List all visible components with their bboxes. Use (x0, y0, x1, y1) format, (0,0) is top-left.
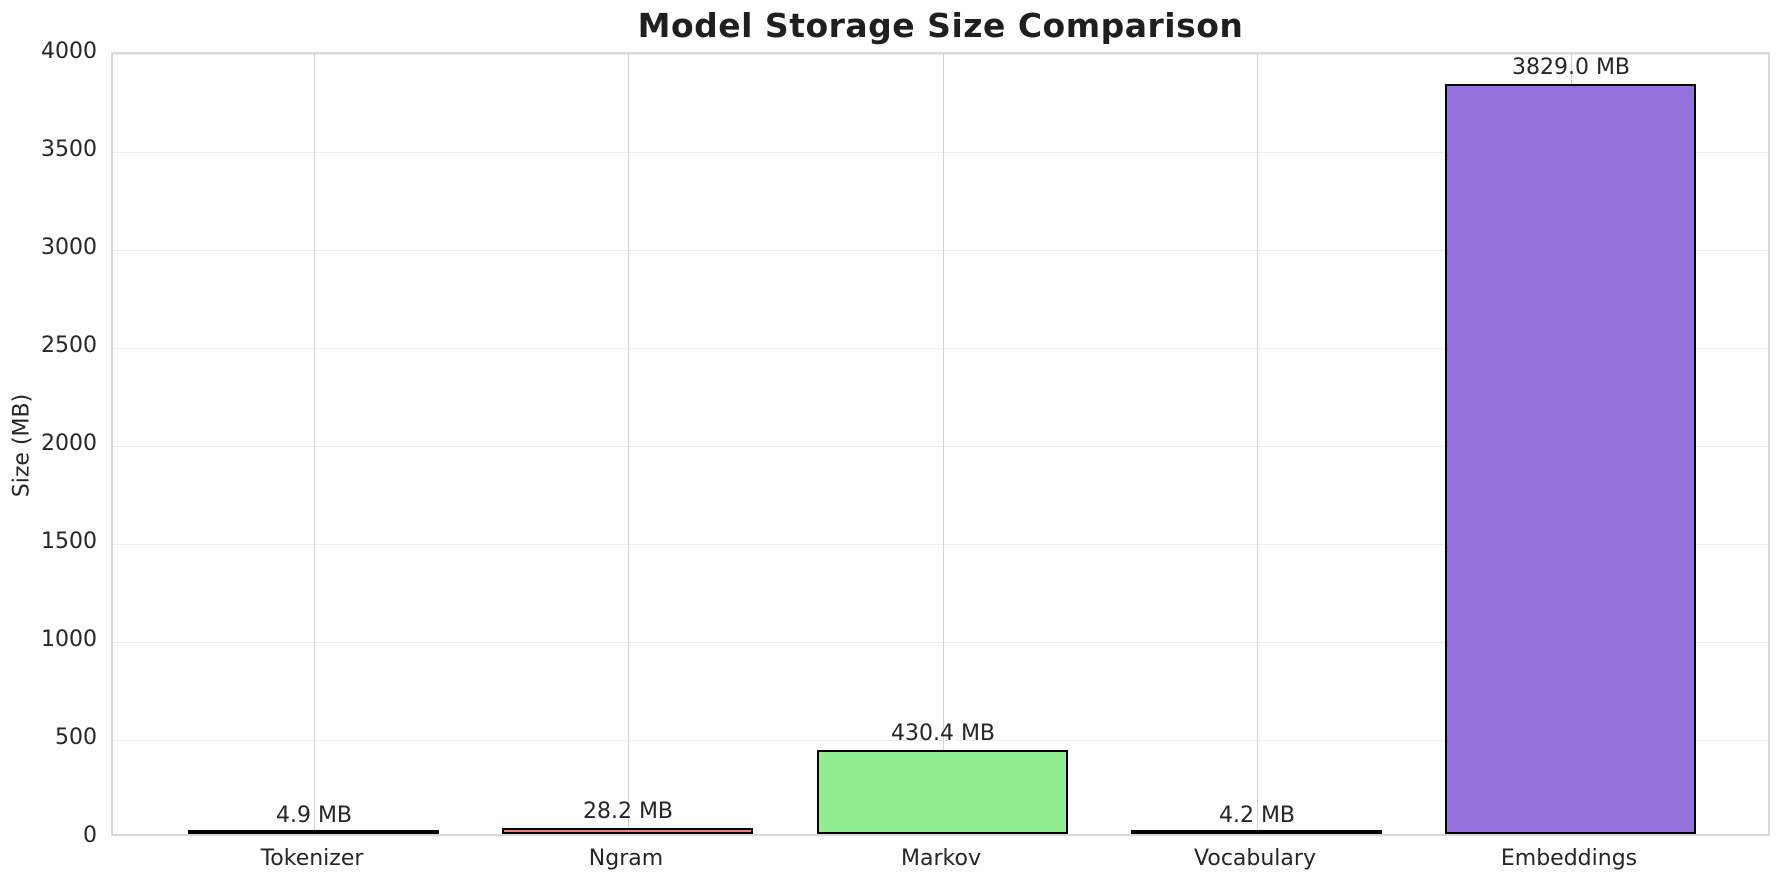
bar-value-label-embeddings: 3829.0 MB (1511, 55, 1631, 80)
y-tick-label: 3000 (41, 235, 97, 260)
gridline-horizontal (113, 446, 1768, 447)
bar-value-label-ngram: 28.2 MB (582, 799, 674, 824)
bar-markov (817, 750, 1068, 834)
chart-title: Model Storage Size Comparison (637, 6, 1244, 45)
y-tick-label: 2000 (41, 431, 97, 456)
gridline-vertical (314, 54, 315, 834)
gridline-horizontal (113, 54, 1768, 55)
gridline-horizontal (113, 152, 1768, 153)
x-tick-label-vocabulary: Vocabulary (1194, 846, 1316, 871)
x-tick-label-ngram: Ngram (588, 846, 664, 871)
plot-area: 4.9 MB 28.2 MB 430.4 MB 4.2 MB 3829.0 MB (111, 52, 1770, 836)
y-tick-label: 0 (83, 823, 97, 848)
bar-value-label-tokenizer: 4.9 MB (275, 803, 353, 828)
bar-tokenizer (188, 830, 439, 834)
gridline-vertical (628, 54, 629, 834)
gridline-horizontal (113, 740, 1768, 741)
y-tick-label: 2500 (41, 333, 97, 358)
y-tick-label: 3500 (41, 137, 97, 162)
gridline-vertical (943, 54, 944, 834)
bar-ngram (502, 828, 753, 834)
y-tick-label: 500 (55, 725, 97, 750)
y-tick-label: 4000 (41, 39, 97, 64)
gridline-vertical (1257, 54, 1258, 834)
x-tick-label-embeddings: Embeddings (1500, 846, 1638, 871)
y-tick-label: 1500 (41, 529, 97, 554)
bar-vocabulary (1131, 830, 1382, 834)
gridline-horizontal (113, 642, 1768, 643)
x-tick-label-markov: Markov (901, 846, 981, 871)
gridline-horizontal (113, 544, 1768, 545)
gridline-horizontal (113, 250, 1768, 251)
bar-value-label-vocabulary: 4.2 MB (1218, 803, 1296, 828)
y-tick-label: 1000 (41, 627, 97, 652)
bar-embeddings (1445, 84, 1696, 834)
bar-value-label-markov: 430.4 MB (890, 721, 996, 746)
gridline-horizontal (113, 348, 1768, 349)
x-tick-label-tokenizer: Tokenizer (260, 846, 364, 871)
